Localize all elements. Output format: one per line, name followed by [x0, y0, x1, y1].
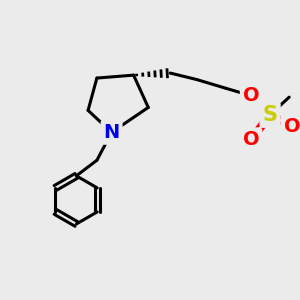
Text: O: O	[243, 130, 259, 149]
Text: O: O	[243, 86, 259, 105]
Text: S: S	[262, 105, 278, 125]
Text: N: N	[103, 123, 120, 142]
Text: O: O	[284, 117, 300, 136]
